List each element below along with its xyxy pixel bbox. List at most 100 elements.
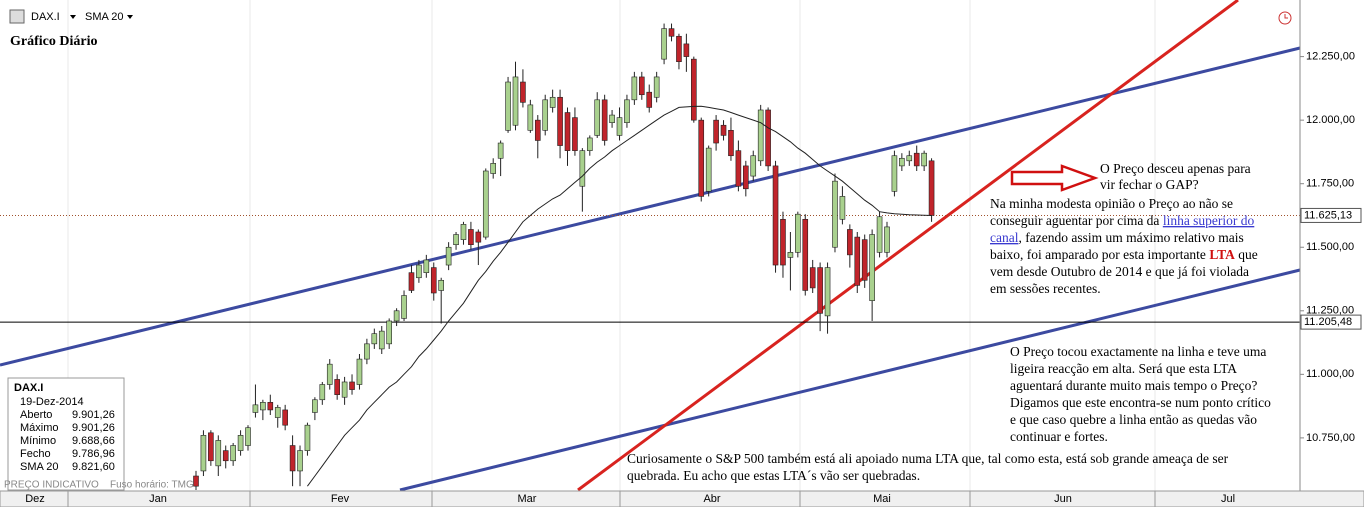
candle-body: [832, 180, 838, 248]
y-tick-label: 12.000,00: [1306, 114, 1355, 126]
lower-channel-line: [399, 268, 1301, 492]
dropdown-arrow[interactable]: [127, 15, 133, 19]
candle-body: [208, 432, 214, 462]
x-axis: Dez Jan Fev Mar Abr Mai Jun Jul: [25, 491, 1235, 507]
candle-body: [557, 96, 563, 146]
annotation-line: continuar e fortes.: [1010, 429, 1108, 444]
candle-body: [735, 150, 742, 187]
candle-body: [668, 28, 675, 37]
candle-body: [787, 252, 794, 258]
candle-body: [683, 43, 690, 57]
candle-body: [527, 104, 534, 131]
annotation-text: LTA: [1209, 247, 1235, 262]
annotation-line: vem desde Outubro de 2014 e que já foi v…: [990, 264, 1249, 279]
candle-body: [453, 234, 459, 246]
x-tick-label: Abr: [703, 493, 720, 505]
candle-body: [795, 213, 801, 253]
annotation-text: aguentará durante muito mais tempo o Pre…: [1010, 378, 1257, 393]
candle-body: [237, 435, 244, 451]
candle-body: [928, 160, 935, 216]
info-value: 9.688,66: [72, 435, 115, 447]
candle-body: [386, 320, 392, 345]
candle-body: [765, 109, 771, 167]
price-label: 11.625,13: [1304, 209, 1352, 221]
candle-body: [334, 379, 340, 395]
candle-body: [520, 81, 526, 103]
candle-body: [713, 119, 719, 144]
candle-body: [215, 440, 222, 467]
candle-body: [356, 358, 363, 385]
y-tick-label: 12.250,00: [1306, 51, 1355, 63]
candle-body: [490, 163, 497, 174]
candle-body: [393, 310, 400, 322]
candle-body: [861, 239, 868, 281]
y-tick-label: 11.000,00: [1306, 368, 1354, 380]
price-label-box: [1300, 314, 1362, 330]
candle-body: [341, 381, 348, 398]
candle-body: [720, 124, 727, 136]
candle-body: [705, 147, 712, 192]
candle-body: [728, 130, 734, 157]
annotation-text: e que caso quebre a linha então as queda…: [1010, 412, 1257, 427]
candle-body: [460, 224, 467, 240]
annotation-line: Curiosamente o S&P 500 também está ali a…: [627, 451, 1229, 466]
symbol[interactable]: DAX.I: [31, 11, 60, 23]
candle-body: [601, 99, 608, 141]
annotation-text: continuar e fortes.: [1010, 429, 1108, 444]
upper-channel-line: [0, 46, 1301, 367]
candle-body: [401, 295, 407, 319]
candle-body: [594, 99, 601, 136]
candle-body: [586, 137, 593, 151]
annotation-text: que: [1235, 247, 1258, 262]
y-tick-label: 10.750,00: [1306, 432, 1355, 444]
candle-body: [847, 229, 853, 256]
chart-icon[interactable]: [9, 9, 25, 24]
annotation-line: ligeira reacção em alta. Será que esta L…: [1010, 361, 1237, 376]
info-symbol: DAX.I: [14, 382, 43, 394]
candle-body: [549, 96, 556, 108]
candle-body: [260, 402, 266, 411]
candle-body: [475, 231, 482, 243]
candle-body: [743, 165, 749, 190]
candle-body: [661, 28, 667, 60]
candle-body: [921, 152, 927, 167]
candle-body: [824, 267, 831, 317]
annotation-line: conseguir aguentar por cima da linha sup…: [990, 213, 1255, 228]
candle-body: [326, 363, 333, 385]
annotation-text: quebrada. Eu acho que estas LTA´s vão se…: [627, 468, 920, 483]
candle-body: [297, 450, 303, 472]
candle-body: [854, 236, 861, 286]
trend-lines: [0, 0, 1301, 492]
candle-body: [899, 157, 905, 167]
info-label: SMA 20: [20, 461, 59, 473]
annotation-text: Digamos que este encontra-se num ponto c…: [1010, 395, 1271, 410]
dropdown-arrow[interactable]: [70, 15, 76, 19]
candle-body: [638, 76, 645, 96]
candle-body: [817, 267, 823, 314]
candle-body: [780, 218, 786, 266]
candle-body: [891, 155, 898, 192]
x-tick-label: Jul: [1221, 493, 1235, 505]
indicator[interactable]: SMA 20: [85, 11, 124, 23]
annotation-text: linha superior do: [1163, 213, 1255, 228]
candle-body: [445, 246, 452, 266]
annotation-line: O Preço tocou exactamente na linha e tev…: [1010, 344, 1266, 359]
candle-body: [646, 91, 653, 108]
chart-title: Gráfico Diário: [10, 34, 97, 49]
annotation-text: em sessões recentes.: [990, 281, 1101, 296]
price-label-box: [1300, 207, 1362, 223]
x-axis-band: [0, 490, 1364, 507]
candle-body: [319, 384, 326, 401]
candle-body: [200, 435, 207, 472]
candle-body: [616, 117, 623, 136]
y-tick-label: 11.500,00: [1306, 241, 1354, 253]
candle-body: [505, 81, 511, 131]
x-tick-label: Dez: [25, 493, 45, 505]
plot: [0, 23, 1300, 490]
annotation-text: canal: [990, 230, 1019, 245]
info-label: Aberto: [20, 409, 52, 421]
annotation-line: Na minha modesta opinião o Preço ao não …: [990, 196, 1233, 211]
arrow: [1010, 164, 1099, 192]
